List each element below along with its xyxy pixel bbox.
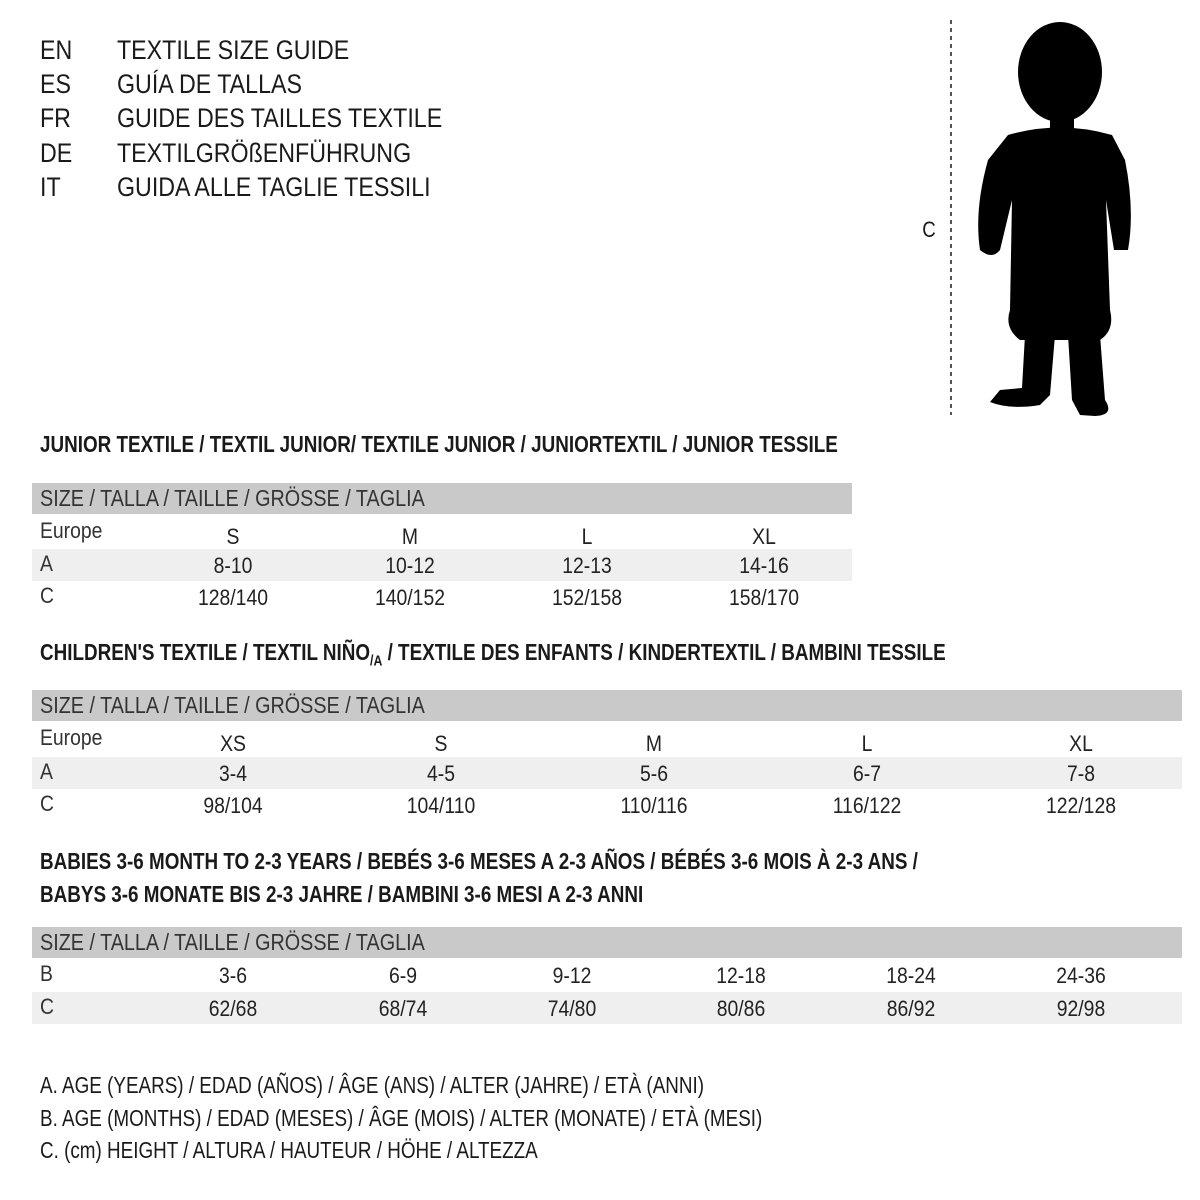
table-cell: XL: [752, 524, 776, 549]
table-row: B 3-6 6-9 9-12 12-18 18-24 24-36: [32, 959, 1182, 991]
row-label: Europe: [40, 725, 103, 750]
table-cell: 8-10: [213, 553, 253, 578]
table-cell: 140/152: [375, 585, 445, 610]
guide-title: GUIDE DES TAILLES TEXTILE: [117, 103, 443, 133]
table-cell: 14-16: [739, 553, 789, 578]
table-cell: 12-18: [716, 963, 766, 988]
children-title-rest: / TEXTILE DES ENFANTS / KINDERTEXTIL / B…: [382, 639, 946, 665]
babies-title-line2: BABYS 3-6 MONATE BIS 2-3 JAHRE / BAMBINI…: [40, 881, 644, 907]
table-cell: 3-6: [219, 963, 247, 988]
table-cell: 10-12: [385, 553, 435, 578]
child-silhouette-icon: [950, 20, 1131, 416]
table-cell: 104/110: [406, 793, 476, 818]
table-cell: 152/158: [552, 585, 622, 610]
row-label: B: [40, 961, 53, 986]
table-cell: 122/128: [1046, 793, 1116, 818]
table-cell: 4-5: [427, 761, 455, 786]
table-cell: 62/68: [208, 996, 258, 1021]
table-cell: 6-9: [389, 963, 417, 988]
table-cell: S: [434, 731, 448, 756]
table-cell: 24-36: [1056, 963, 1106, 988]
table-cell: XS: [220, 731, 246, 756]
table-cell: M: [645, 731, 663, 756]
table-row: A 3-4 4-5 5-6 6-7 7-8: [32, 757, 1182, 789]
table-cell: XL: [1069, 731, 1093, 756]
table-cell: L: [861, 731, 873, 756]
junior-title: JUNIOR TEXTILE / TEXTIL JUNIOR/ TEXTILE …: [40, 431, 838, 457]
language-code: DE: [40, 138, 73, 168]
table-row: C 128/140 140/152 152/158 158/170: [32, 581, 852, 613]
table-cell: 86/92: [886, 996, 936, 1021]
language-code: FR: [40, 103, 71, 133]
table-cell: 158/170: [729, 585, 799, 610]
table-cell: 116/122: [832, 793, 902, 818]
table-cell: 7-8: [1067, 761, 1095, 786]
size-header-band: SIZE / TALLA / TAILLE / GRÖSSE / TAGLIA: [32, 927, 1182, 958]
guide-title: TEXTILGRÖßENFÜHRUNG: [117, 138, 412, 168]
table-cell: 74/80: [547, 996, 597, 1021]
table-cell: 5-6: [640, 761, 668, 786]
babies-title-line1: BABIES 3-6 MONTH TO 2-3 YEARS / BEBÉS 3-…: [40, 848, 918, 874]
size-header-band: SIZE / TALLA / TAILLE / GRÖSSE / TAGLIA: [32, 690, 1182, 721]
table-cell: 98/104: [203, 793, 263, 818]
children-title-sub: /A: [370, 652, 383, 670]
table-row: C 98/104 104/110 110/116 116/122 122/128: [32, 789, 1182, 821]
table-row: Europe XS S M L XL: [32, 723, 1182, 756]
size-header-label: SIZE / TALLA / TAILLE / GRÖSSE / TAGLIA: [40, 485, 425, 511]
row-label: A: [40, 551, 53, 576]
height-measure-label: C: [922, 217, 936, 242]
table-cell: L: [581, 524, 593, 549]
size-header-label: SIZE / TALLA / TAILLE / GRÖSSE / TAGLIA: [40, 929, 425, 955]
size-header-label: SIZE / TALLA / TAILLE / GRÖSSE / TAGLIA: [40, 692, 425, 718]
language-code: ES: [40, 69, 71, 99]
table-row: A 8-10 10-12 12-13 14-16: [32, 549, 852, 581]
table-cell: 3-4: [219, 761, 247, 786]
children-title: CHILDREN'S TEXTILE / TEXTIL NIÑO/A / TEX…: [40, 639, 946, 670]
language-code: EN: [40, 35, 73, 65]
table-cell: 110/116: [620, 793, 688, 818]
row-label: A: [40, 759, 53, 784]
row-label: C: [40, 791, 54, 816]
row-label: C: [40, 583, 54, 608]
legend-line: A. AGE (YEARS) / EDAD (AÑOS) / ÂGE (ANS)…: [40, 1072, 705, 1098]
table-cell: 128/140: [198, 585, 268, 610]
table-row: Europe S M L XL: [32, 516, 852, 549]
row-label: C: [40, 994, 54, 1019]
table-cell: 92/98: [1056, 996, 1106, 1021]
table-cell: 18-24: [886, 963, 936, 988]
table-cell: 12-13: [562, 553, 612, 578]
legend-line: C. (cm) HEIGHT / ALTURA / HAUTEUR / HÖHE…: [40, 1137, 538, 1163]
guide-title: GUÍA DE TALLAS: [117, 69, 302, 99]
children-title-main: CHILDREN'S TEXTILE / TEXTIL NIÑO: [40, 639, 371, 665]
size-header-band: SIZE / TALLA / TAILLE / GRÖSSE / TAGLIA: [32, 483, 852, 514]
legend-line: B. AGE (MONTHS) / EDAD (MESES) / ÂGE (MO…: [40, 1105, 763, 1131]
table-cell: 68/74: [378, 996, 428, 1021]
row-label: Europe: [40, 518, 103, 543]
language-code: IT: [40, 172, 61, 202]
guide-title: GUIDA ALLE TAGLIE TESSILI: [117, 172, 431, 202]
table-cell: 80/86: [716, 996, 766, 1021]
guide-title: TEXTILE SIZE GUIDE: [117, 35, 350, 65]
table-cell: 9-12: [552, 963, 592, 988]
table-cell: M: [401, 524, 419, 549]
table-row: C 62/68 68/74 74/80 80/86 86/92 92/98: [32, 992, 1182, 1024]
table-cell: 6-7: [853, 761, 881, 786]
table-cell: S: [226, 524, 240, 549]
